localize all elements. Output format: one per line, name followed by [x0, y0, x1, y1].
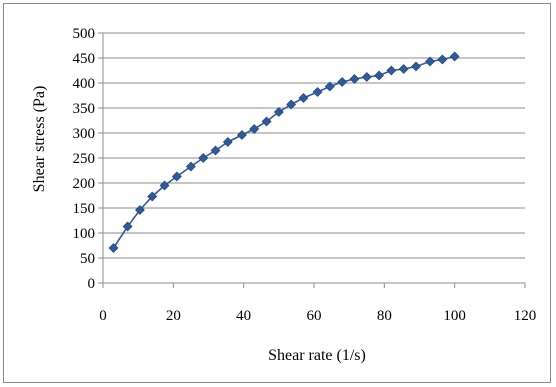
y-tick-label-50: 50	[80, 251, 95, 267]
x-tick-label-100: 100	[443, 308, 466, 324]
data-point	[361, 72, 372, 82]
data-point	[171, 171, 182, 182]
data-point	[135, 205, 145, 215]
data-point	[147, 191, 158, 202]
data-point	[298, 93, 309, 103]
y-tick-label-450: 450	[73, 51, 96, 67]
data-point	[374, 70, 384, 81]
data-point	[185, 161, 196, 172]
y-tick-label-100: 100	[73, 226, 96, 242]
data-point	[236, 130, 247, 140]
data-point	[108, 243, 119, 253]
series-line-0	[112, 55, 455, 249]
data-point	[159, 180, 170, 191]
x-tick-label-60: 60	[307, 308, 322, 324]
y-tick-label-400: 400	[73, 76, 96, 92]
data-point	[411, 61, 421, 72]
y-tick-label-500: 500	[73, 26, 96, 42]
data-point	[337, 77, 348, 87]
data-point	[398, 64, 409, 74]
data-point	[425, 56, 435, 67]
y-axis-title: Shear stress (Pa)	[31, 86, 48, 193]
data-point	[349, 74, 360, 84]
data-series	[108, 51, 460, 253]
data-point	[249, 124, 260, 134]
y-tick-label-250: 250	[73, 151, 96, 167]
tick-labels: 0 50 100 150 200 250 300 350 400 450 500 0 20 40 60 80 1…	[73, 26, 537, 324]
data-point	[386, 65, 397, 76]
data-point	[324, 81, 335, 92]
chart-frame: 0 50 100 150 200 250 300 350 400 450 500 0 20 40 60 80 1…	[3, 3, 551, 383]
y-tick-label-150: 150	[73, 201, 96, 217]
x-tick-label-80: 80	[377, 308, 392, 324]
data-point	[122, 221, 133, 232]
data-point	[437, 54, 448, 65]
axes	[98, 32, 526, 288]
data-point	[198, 153, 209, 163]
data-point	[449, 51, 460, 62]
x-tick-label-20: 20	[166, 308, 181, 324]
y-tick-label-0: 0	[88, 276, 96, 292]
data-point	[210, 145, 221, 156]
grid-lines	[103, 32, 525, 259]
data-point	[286, 99, 297, 110]
x-tick-label-120: 120	[514, 308, 537, 324]
x-tick-label-0: 0	[99, 308, 107, 324]
x-tick-label-40: 40	[236, 308, 251, 324]
data-point	[261, 116, 272, 127]
shear-stress-chart: 0 50 100 150 200 250 300 350 400 450 500 0 20 40 60 80 1…	[31, 26, 537, 364]
data-point	[273, 107, 284, 117]
x-axis-title: Shear rate (1/s)	[268, 347, 366, 364]
data-point	[222, 137, 233, 147]
y-tick-label-300: 300	[73, 126, 96, 142]
y-tick-label-350: 350	[73, 101, 96, 117]
data-point	[312, 87, 323, 97]
y-tick-label-200: 200	[73, 176, 96, 192]
